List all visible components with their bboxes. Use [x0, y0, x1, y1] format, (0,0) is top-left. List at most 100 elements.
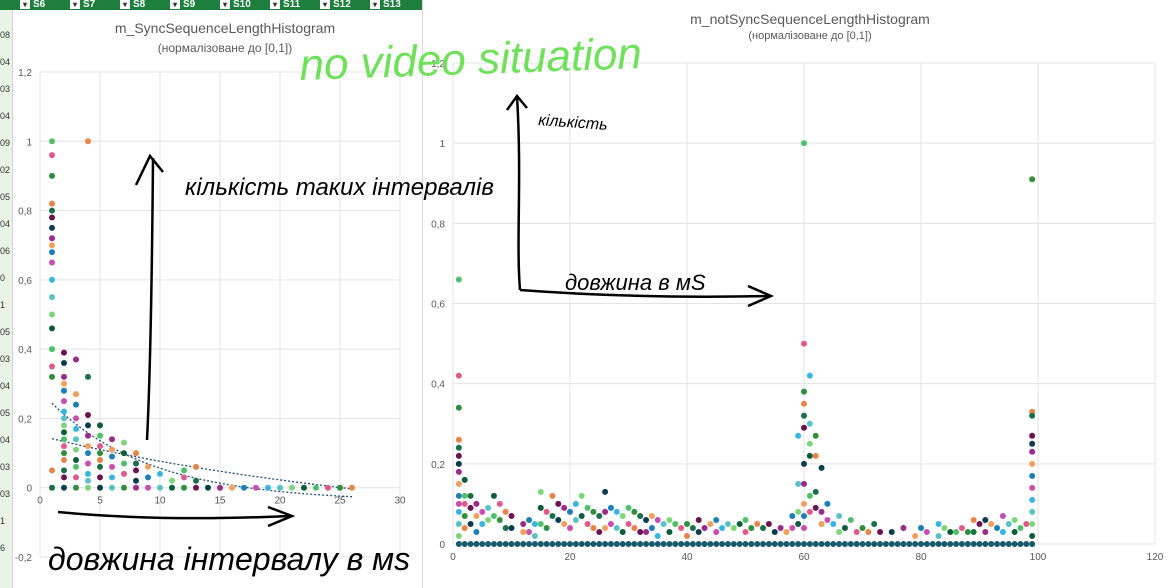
- right-x-tick-label: 120: [1147, 552, 1164, 563]
- right-data-point: [1029, 176, 1036, 183]
- right-baseline-point: [888, 541, 895, 547]
- left-data-point: [49, 235, 55, 242]
- right-data-point: [707, 520, 714, 527]
- right-data-point: [602, 508, 609, 515]
- right-baseline-point: [736, 541, 743, 547]
- right-data-point: [607, 520, 614, 527]
- left-data-point: [61, 457, 67, 463]
- right-data-point: [473, 512, 480, 519]
- right-data-point: [543, 508, 550, 515]
- right-data-point: [783, 528, 790, 535]
- right-baseline-point: [871, 541, 878, 547]
- right-baseline-point: [590, 541, 597, 547]
- right-chart-title: m_notSyncSequenceLengthHistogram: [690, 11, 930, 27]
- column-header[interactable]: S8: [120, 0, 145, 10]
- row-fragment: 04: [0, 381, 11, 391]
- left-data-point: [49, 484, 55, 491]
- row-fragment: 1: [0, 516, 6, 526]
- right-data-point: [455, 372, 462, 379]
- right-baseline-point: [789, 541, 796, 547]
- left-trendline: [51, 402, 353, 498]
- column-header[interactable]: S9: [170, 0, 195, 10]
- right-baseline-point: [578, 541, 585, 547]
- right-baseline-point: [514, 541, 521, 547]
- right-data-point: [461, 512, 468, 519]
- right-baseline-point: [701, 541, 708, 547]
- right-data-point: [801, 512, 807, 519]
- right-baseline-point: [941, 541, 948, 547]
- right-data-point: [801, 340, 807, 347]
- column-header[interactable]: S13: [370, 0, 401, 10]
- right-data-point: [812, 488, 819, 495]
- right-data-point: [561, 520, 568, 527]
- spreadsheet-header-strip: S6 S7 S8 S9 S10 S11 S12 S13: [0, 0, 422, 10]
- right-baseline-point: [964, 541, 971, 547]
- left-data-point: [193, 477, 199, 484]
- right-data-point: [648, 524, 655, 531]
- left-data-point: [49, 242, 55, 249]
- row-fragment: 06: [0, 246, 11, 256]
- left-x-tick-label: 25: [334, 496, 346, 507]
- left-data-point: [97, 443, 103, 450]
- left-x-tick-label: 10: [154, 496, 166, 507]
- right-data-point: [789, 512, 796, 519]
- right-data-point: [801, 500, 807, 507]
- column-header[interactable]: S10: [220, 0, 251, 10]
- right-baseline-point: [619, 541, 626, 547]
- right-data-point: [654, 516, 661, 523]
- left-data-point: [97, 457, 103, 463]
- row-fragment: 03: [0, 354, 11, 364]
- left-data-point: [205, 484, 211, 491]
- left-data-point: [85, 484, 91, 491]
- left-data-point: [49, 207, 55, 214]
- left-data-point: [49, 249, 55, 256]
- right-data-point: [590, 508, 597, 515]
- left-y-tick-label: 0: [26, 484, 32, 495]
- left-data-point: [133, 467, 139, 474]
- left-data-point: [61, 436, 67, 443]
- left-data-point: [109, 446, 115, 453]
- left-data-point: [121, 484, 127, 491]
- right-baseline-point: [613, 541, 620, 547]
- right-baseline-point: [543, 541, 550, 547]
- column-header[interactable]: S7: [70, 0, 95, 10]
- right-data-point: [654, 532, 661, 539]
- right-baseline-point: [882, 541, 889, 547]
- right-baseline-point: [994, 541, 1001, 547]
- column-header[interactable]: S11: [270, 0, 300, 10]
- right-data-point: [801, 388, 807, 395]
- right-baseline-point: [643, 541, 650, 547]
- handwritten-left-y-arrowhead: [134, 153, 164, 186]
- right-data-point: [970, 528, 977, 535]
- right-data-point: [508, 524, 515, 531]
- right-data-point: [999, 512, 1006, 519]
- right-baseline-point: [730, 541, 737, 547]
- right-baseline-point: [999, 541, 1006, 547]
- right-data-point: [496, 500, 503, 507]
- right-data-point: [742, 528, 749, 535]
- right-baseline-point: [666, 541, 673, 547]
- right-data-point: [684, 520, 690, 527]
- right-data-point: [567, 508, 573, 515]
- right-baseline-point: [485, 541, 492, 547]
- left-x-tick-label: 15: [214, 496, 226, 507]
- right-data-point: [479, 508, 486, 515]
- right-data-point: [455, 480, 462, 487]
- right-data-point: [461, 500, 468, 507]
- left-data-point: [49, 138, 55, 145]
- column-header[interactable]: S12: [320, 0, 351, 10]
- right-baseline-point: [508, 541, 515, 547]
- left-y-tick-label: 0,4: [18, 345, 32, 356]
- left-data-point: [181, 474, 187, 481]
- left-data-point: [61, 398, 67, 405]
- right-y-tick-label: 0,8: [431, 219, 445, 230]
- right-data-point: [467, 492, 474, 499]
- left-data-point: [73, 415, 79, 422]
- right-baseline-point: [865, 541, 872, 547]
- column-header[interactable]: S6: [20, 0, 45, 10]
- left-data-point: [193, 463, 199, 470]
- right-baseline-point: [853, 541, 860, 547]
- right-data-point: [508, 512, 515, 519]
- left-data-point: [85, 477, 91, 484]
- left-data-point: [337, 484, 343, 491]
